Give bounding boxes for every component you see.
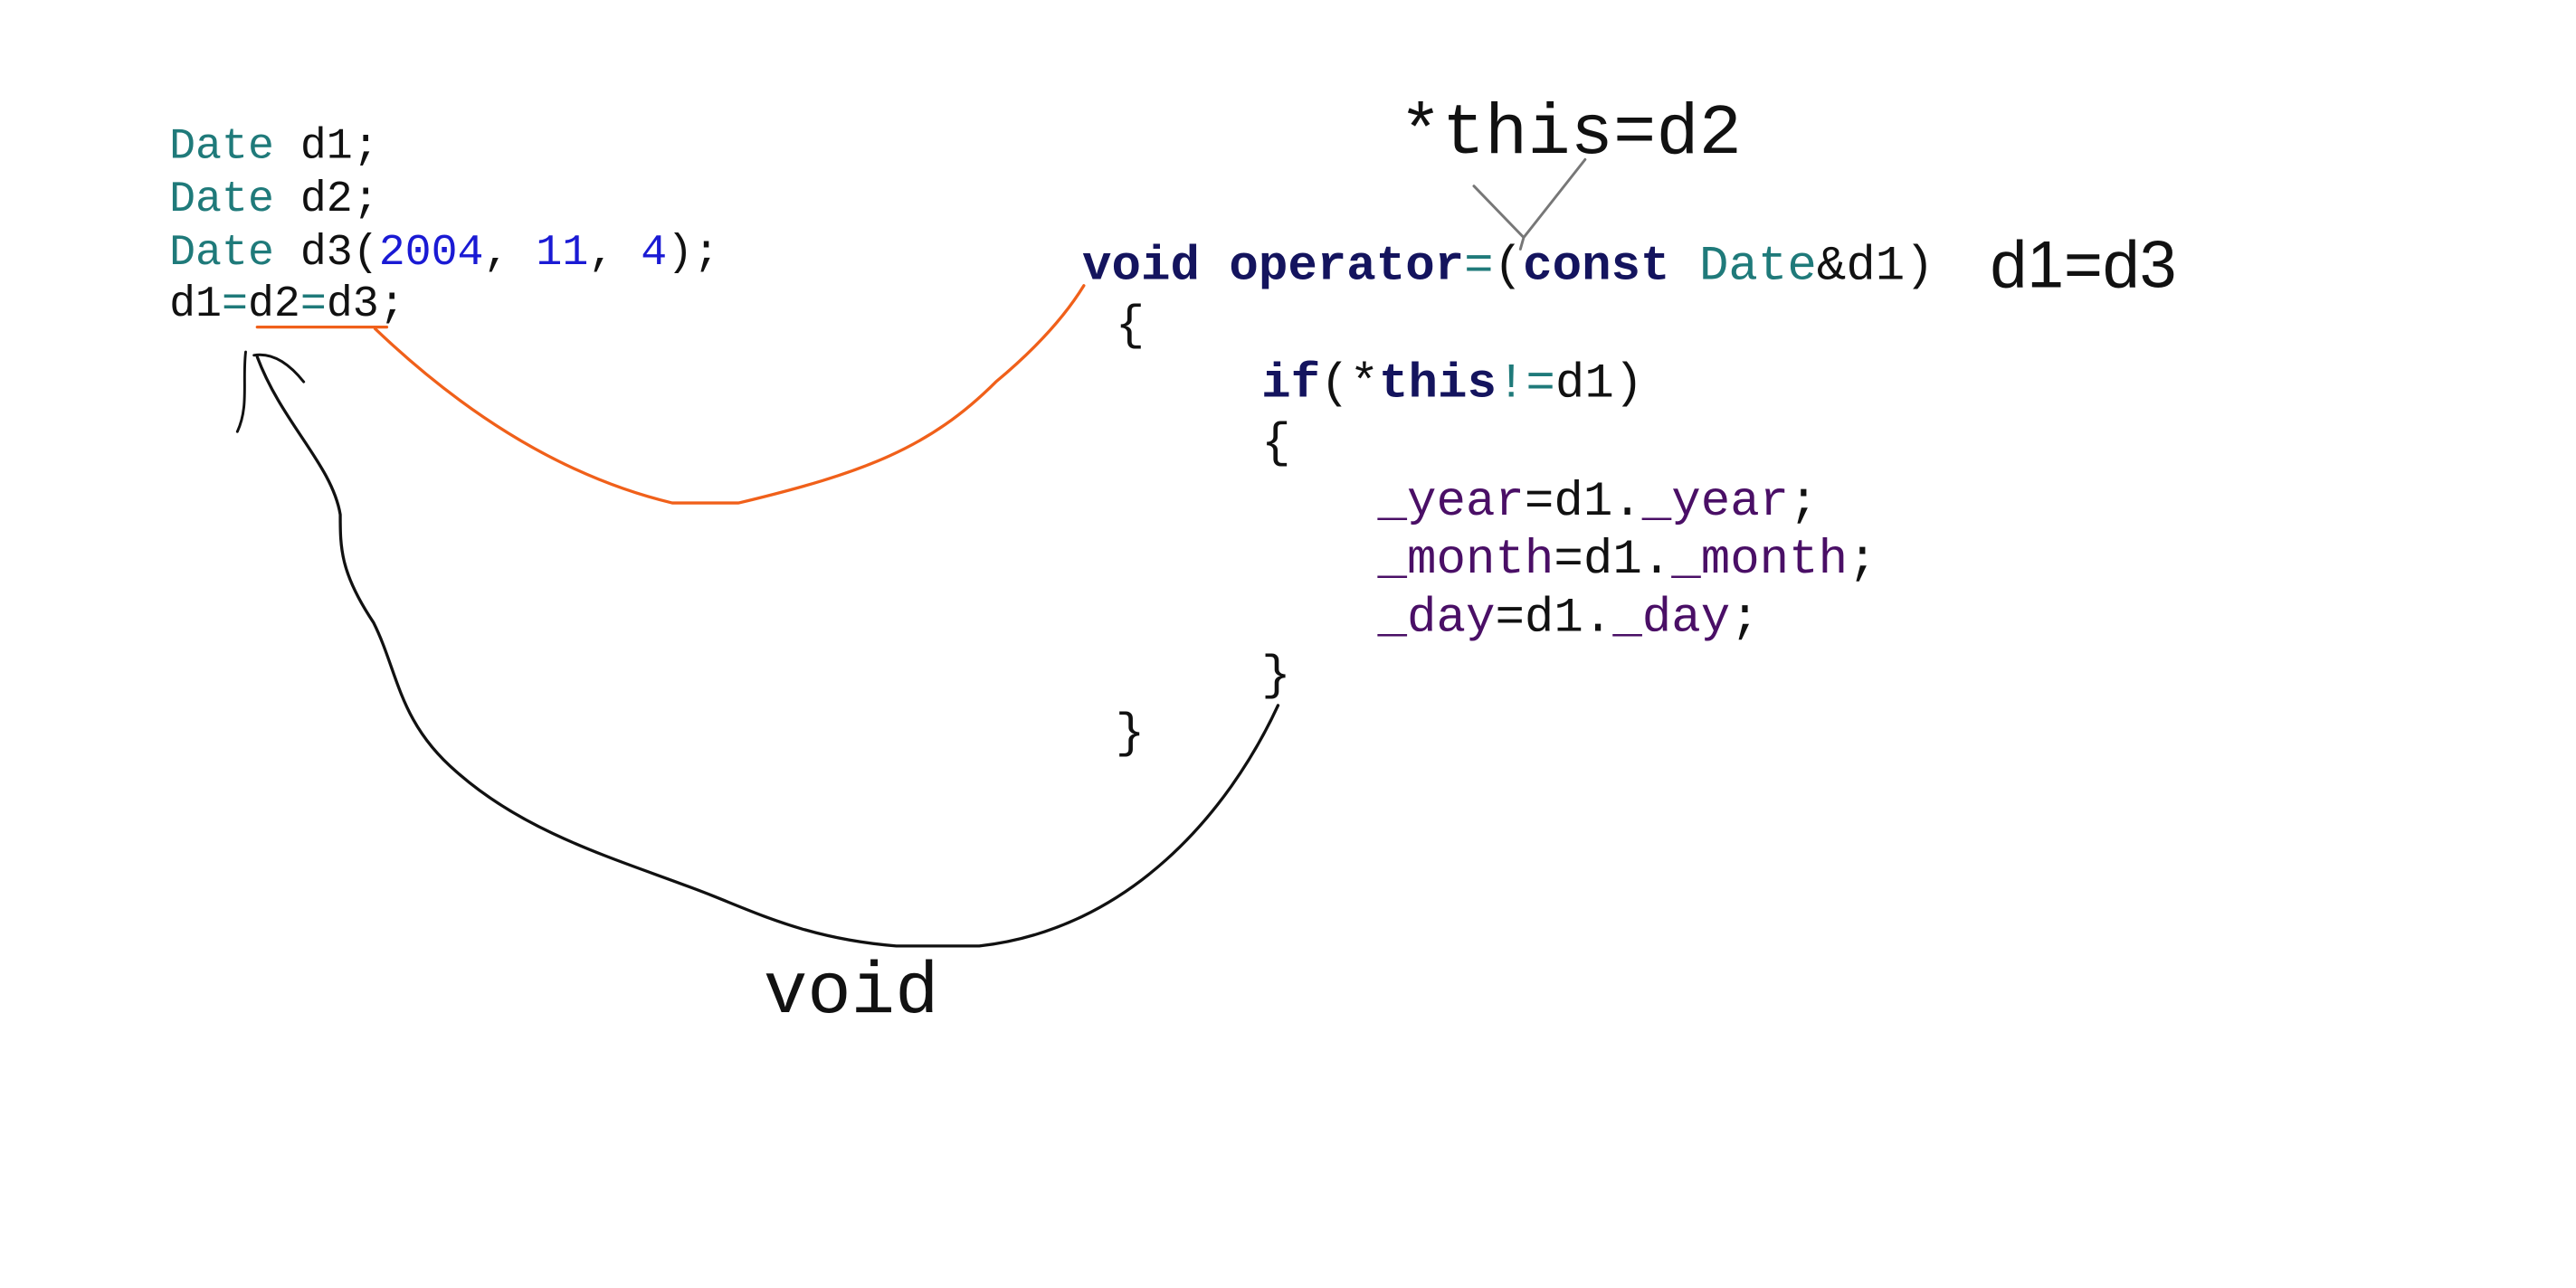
token: , <box>484 229 537 278</box>
code-line: _day=d1._day; <box>1377 591 1760 646</box>
token: this <box>1379 357 1497 412</box>
token: Date <box>169 229 274 278</box>
code-line: Date d2; <box>169 175 379 224</box>
tick-mark <box>235 350 247 433</box>
token: _month <box>1670 533 1848 588</box>
token: _year <box>1641 475 1789 530</box>
token: ; <box>1789 475 1818 530</box>
code-line: if(*this!=d1) <box>1261 357 1643 412</box>
token: d2; <box>274 175 379 224</box>
token: =d1. <box>1495 591 1612 646</box>
token: d3( <box>274 229 379 278</box>
token: =d1. <box>1525 475 1642 530</box>
strokes <box>235 157 1587 948</box>
token: _day <box>1377 591 1496 646</box>
token: , <box>588 229 641 278</box>
code-line: d1=d2=d3; <box>169 280 405 329</box>
token: 4 <box>641 229 667 278</box>
token: Date <box>169 123 274 172</box>
token: d2 <box>248 280 300 329</box>
token: { <box>1261 417 1290 472</box>
pointer-v <box>1472 157 1587 251</box>
token: _year <box>1377 475 1525 530</box>
token: 11 <box>536 229 588 278</box>
assign-annotation: d1=d3 <box>1990 228 2176 302</box>
code-line: _month=d1._month; <box>1377 533 1877 588</box>
code-line: void operator=(const Date&d1) <box>1082 239 1934 294</box>
token: const <box>1523 239 1669 294</box>
token: if <box>1261 357 1320 412</box>
orange-curve <box>373 284 1086 505</box>
token: != <box>1497 357 1555 412</box>
code-line: } <box>1116 707 1145 762</box>
token: Date <box>169 175 274 224</box>
token: 2004 <box>379 229 484 278</box>
code-line: { <box>1261 417 1290 472</box>
code-line: } <box>1261 649 1290 705</box>
token: Date <box>1669 239 1816 294</box>
this-annotation: *this=d2 <box>1399 93 1742 175</box>
token: d3; <box>327 280 405 329</box>
hook-mark <box>252 353 306 384</box>
token: d1; <box>274 123 379 172</box>
token: ; <box>1730 591 1759 646</box>
token: { <box>1116 298 1145 354</box>
token: =d1. <box>1554 533 1671 588</box>
token: ); <box>667 229 719 278</box>
code-line: Date d3(2004, 11, 4); <box>169 229 719 278</box>
code-line: _year=d1._year; <box>1377 475 1819 530</box>
token: ; <box>1848 533 1877 588</box>
left-code: Date d1; Date d2; Date d3(2004, 11, 4); … <box>169 123 719 329</box>
right-code: void operator=(const Date&d1) { if(*this… <box>1082 239 1934 762</box>
token: = <box>300 280 327 329</box>
code-line: { <box>1116 298 1145 354</box>
token: void operator <box>1082 239 1464 294</box>
token: = <box>1464 239 1493 294</box>
token: _day <box>1611 591 1730 646</box>
token: _month <box>1377 533 1554 588</box>
code-line: Date d1; <box>169 123 379 172</box>
return-annotation: void <box>764 952 939 1035</box>
token: &d1) <box>1817 239 1934 294</box>
token: } <box>1261 649 1290 705</box>
token: d1) <box>1555 357 1643 412</box>
token: (* <box>1320 357 1379 412</box>
token: = <box>222 280 248 329</box>
token: } <box>1116 707 1145 762</box>
token: d1 <box>169 280 222 329</box>
black-curve <box>255 355 1280 948</box>
token: ( <box>1494 239 1523 294</box>
